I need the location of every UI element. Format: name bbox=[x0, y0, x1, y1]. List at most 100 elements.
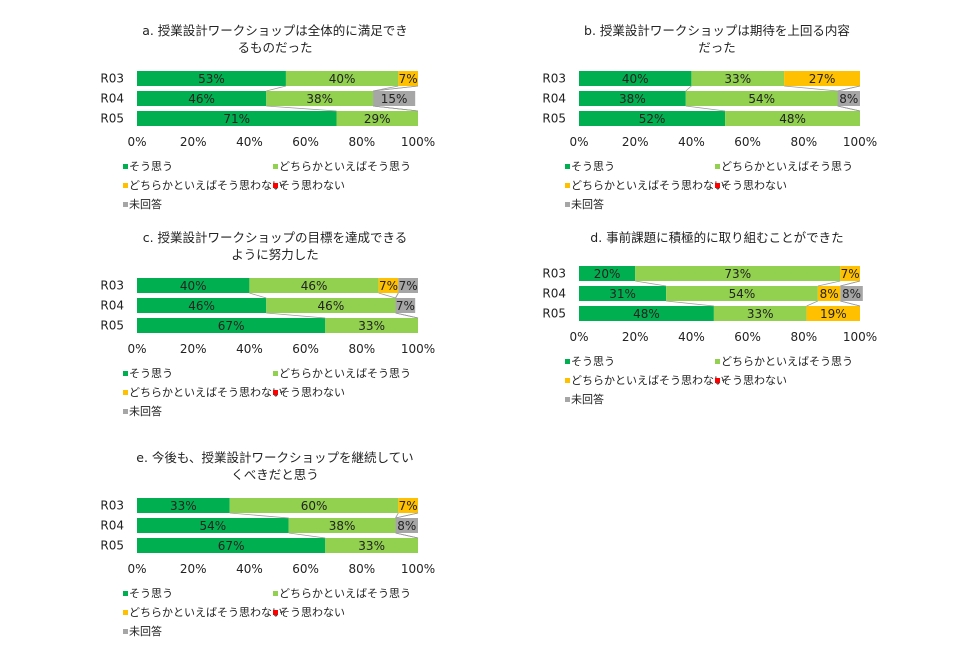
bar-segment bbox=[398, 71, 418, 86]
category-label: R04 bbox=[100, 299, 124, 313]
data-label: 31% bbox=[609, 287, 636, 301]
bar-segment bbox=[137, 498, 230, 513]
data-label: 7% bbox=[396, 299, 415, 313]
series-connector-line bbox=[395, 512, 419, 519]
legend-swatch bbox=[123, 610, 128, 615]
category-label: R04 bbox=[100, 92, 124, 106]
category-label: R05 bbox=[542, 307, 566, 321]
series-connector-line bbox=[666, 300, 714, 307]
data-label: 7% bbox=[399, 72, 418, 86]
category-label: R04 bbox=[100, 519, 124, 533]
x-tick-label: 100% bbox=[401, 342, 435, 356]
x-tick-label: 80% bbox=[348, 342, 375, 356]
bar-segment bbox=[336, 111, 418, 126]
legend-swatch bbox=[273, 390, 278, 395]
legend-label: どちらかといえばそう思う bbox=[279, 367, 411, 380]
bar-segment bbox=[817, 286, 841, 301]
legend-swatch bbox=[123, 202, 128, 207]
legend-label: どちらかといえばそう思う bbox=[721, 160, 853, 173]
series-connector-line bbox=[249, 292, 267, 299]
data-label: 60% bbox=[301, 499, 328, 513]
bar-segment bbox=[725, 111, 860, 126]
legend-swatch bbox=[273, 610, 278, 615]
x-tick-label: 20% bbox=[180, 135, 207, 149]
series-connector-line bbox=[395, 532, 419, 539]
bar-segment bbox=[373, 91, 416, 106]
bar-segment bbox=[837, 91, 860, 106]
bar-segment bbox=[378, 278, 399, 293]
data-label: 33% bbox=[170, 499, 197, 513]
category-label: R04 bbox=[542, 287, 566, 301]
legend-swatch bbox=[123, 629, 128, 634]
data-label: 7% bbox=[399, 279, 418, 293]
x-tick-label: 0% bbox=[127, 342, 146, 356]
legend-swatch bbox=[123, 183, 128, 188]
x-tick-label: 0% bbox=[569, 135, 588, 149]
x-tick-label: 80% bbox=[790, 330, 817, 344]
series-connector-line bbox=[288, 532, 326, 539]
category-label: R05 bbox=[100, 539, 124, 553]
x-tick-label: 40% bbox=[678, 330, 705, 344]
bar-segment bbox=[249, 278, 379, 293]
data-label: 53% bbox=[198, 72, 225, 86]
data-label: 54% bbox=[729, 287, 756, 301]
data-label: 67% bbox=[218, 539, 245, 553]
series-connector-line bbox=[395, 512, 399, 519]
legend-label: そう思わない bbox=[721, 179, 787, 192]
x-tick-label: 60% bbox=[292, 342, 319, 356]
bar-segment bbox=[288, 518, 396, 533]
data-label: 15% bbox=[381, 92, 408, 106]
bar-segment bbox=[635, 266, 841, 281]
data-label: 46% bbox=[188, 92, 215, 106]
legend-label: どちらかといえばそう思わない bbox=[571, 179, 725, 192]
x-tick-label: 60% bbox=[292, 135, 319, 149]
series-connector-line bbox=[806, 300, 819, 307]
data-label: 8% bbox=[839, 92, 858, 106]
legend-label: そう思わない bbox=[721, 374, 787, 387]
data-label: 40% bbox=[329, 72, 356, 86]
series-connector-line bbox=[378, 292, 396, 299]
data-label: 46% bbox=[301, 279, 328, 293]
data-label: 48% bbox=[779, 112, 806, 126]
bar-segment bbox=[713, 306, 807, 321]
data-label: 7% bbox=[399, 499, 418, 513]
legend-label: どちらかといえばそう思う bbox=[279, 587, 411, 600]
legend-label: どちらかといえばそう思う bbox=[279, 160, 411, 173]
data-label: 19% bbox=[820, 307, 847, 321]
legend-label: どちらかといえばそう思わない bbox=[571, 374, 725, 387]
data-label: 46% bbox=[318, 299, 345, 313]
chart-d-svg: d. 事前課題に積極的に取り組むことができた R03 20% 73% 7% R04 31% 5… bbox=[542, 230, 877, 406]
x-tick-label: 40% bbox=[236, 135, 263, 149]
bar-segment bbox=[579, 306, 714, 321]
chart-title-line: ように努力した bbox=[231, 247, 319, 262]
data-label: 8% bbox=[820, 287, 839, 301]
category-label: R03 bbox=[100, 279, 124, 293]
legend-label: そう思う bbox=[129, 367, 173, 380]
legend-swatch bbox=[565, 378, 570, 383]
category-label: R04 bbox=[542, 92, 566, 106]
bar-segment bbox=[579, 286, 667, 301]
series-connector-line bbox=[395, 292, 399, 299]
category-label: R05 bbox=[100, 319, 124, 333]
bar-segment bbox=[691, 71, 785, 86]
series-connector-line bbox=[266, 105, 337, 112]
bar-segment bbox=[325, 318, 418, 333]
data-label: 8% bbox=[397, 519, 416, 533]
legend-swatch bbox=[273, 371, 278, 376]
chart-e: e. 今後も、授業設計ワークショップを継続してい くべきだと思う R03 33% 60%… bbox=[95, 445, 435, 645]
x-tick-label: 0% bbox=[127, 135, 146, 149]
x-tick-label: 100% bbox=[401, 135, 435, 149]
bar-segment bbox=[137, 318, 326, 333]
data-label: 33% bbox=[724, 72, 751, 86]
bar-segment bbox=[137, 71, 286, 86]
legend-label: どちらかといえばそう思う bbox=[721, 355, 853, 368]
bar-segment bbox=[840, 286, 863, 301]
legend-swatch bbox=[273, 183, 278, 188]
series-connector-line bbox=[784, 85, 838, 92]
chart-c: c. 授業設計ワークショップの目標を達成できる ように努力した R03 40% 46% 7… bbox=[95, 225, 435, 425]
chart-a: a. 授業設計ワークショップは全体的に満足でき るものだった R03 53% 40% 7%… bbox=[95, 18, 435, 218]
legend-label: そう思う bbox=[129, 587, 173, 600]
series-connector-line bbox=[837, 105, 861, 112]
